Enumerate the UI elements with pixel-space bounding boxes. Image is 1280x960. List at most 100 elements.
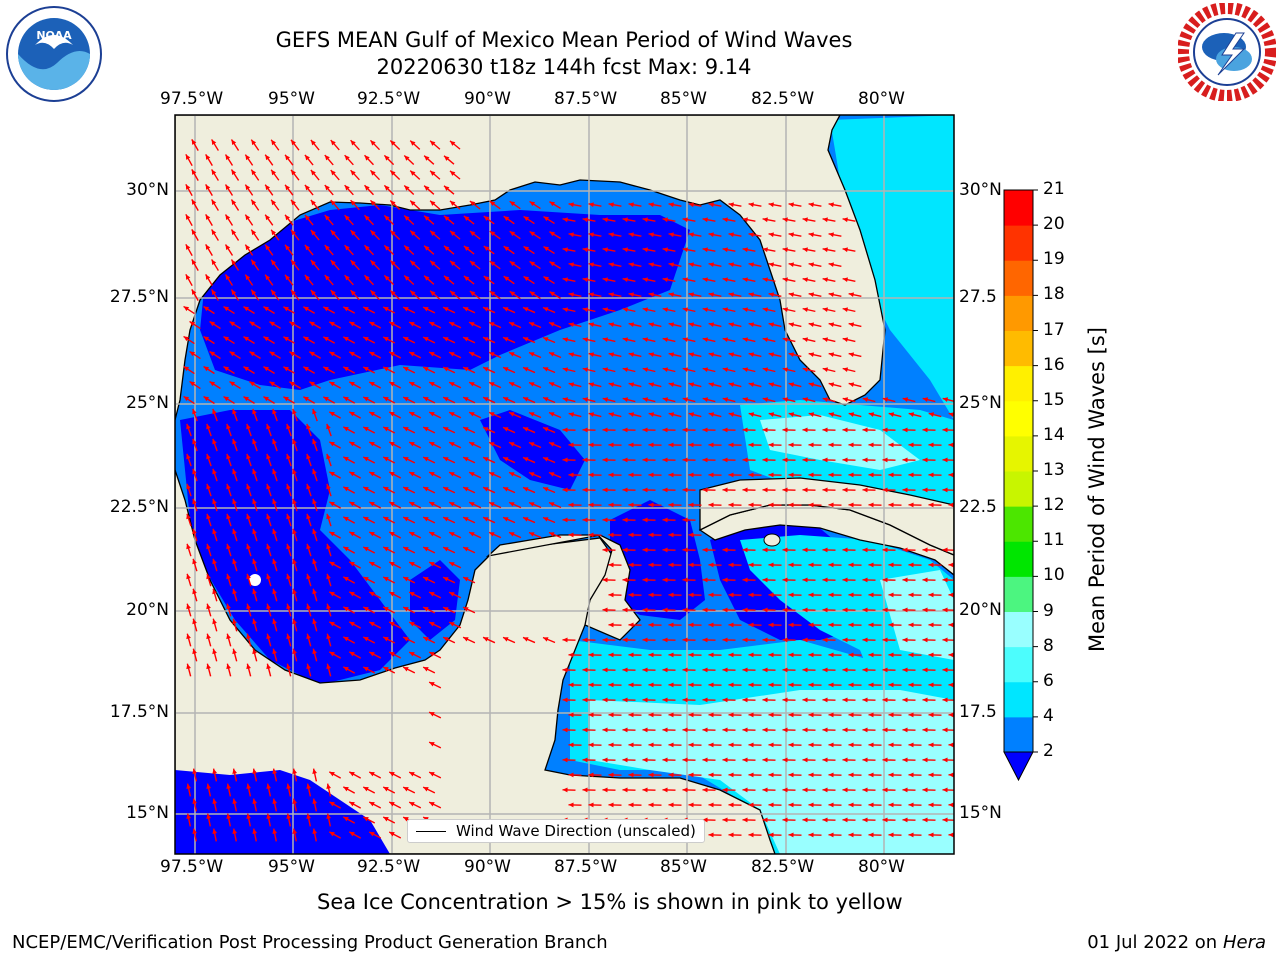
colorbar-tick-label: 20 (1043, 214, 1065, 235)
wind-wave-arrowhead (682, 487, 688, 493)
colorbar-level (1004, 506, 1033, 542)
wind-wave-arrowhead (588, 502, 594, 508)
wind-wave-arrowhead (183, 366, 190, 372)
wind-wave-arrowhead (343, 606, 349, 612)
wind-wave-arrowhead (548, 382, 555, 387)
wind-wave-arrowhead (922, 547, 928, 553)
wind-wave-arrowhead (742, 427, 748, 433)
wind-wave-arrowhead (329, 471, 335, 477)
wind-wave-arrowhead (702, 817, 708, 823)
wind-wave-arrowhead (529, 532, 535, 537)
wind-wave-arrowhead (265, 244, 271, 251)
wind-wave-arrowhead (312, 438, 317, 445)
wind-wave-arrowhead (922, 757, 928, 763)
wind-wave-arrowhead (226, 633, 231, 640)
wind-wave-arrowhead (410, 230, 416, 236)
wind-wave-arrowhead (762, 307, 769, 313)
wind-wave-arrowhead (582, 337, 589, 343)
wind-wave-arrowhead (306, 483, 311, 490)
wind-wave-arrowhead (369, 411, 375, 417)
wind-wave-arrowhead (622, 487, 628, 493)
wind-wave-arrowhead (286, 663, 291, 670)
wind-wave-arrowhead (291, 229, 296, 236)
colorbar-tick-label: 19 (1043, 249, 1065, 270)
wind-wave-arrowhead (369, 351, 375, 357)
wind-wave-arrowhead (682, 307, 689, 313)
wind-wave-arrowhead (330, 200, 336, 206)
colorbar-tick-label: 21 (1043, 179, 1065, 199)
lon-tick-bottom: 95°W (268, 857, 315, 877)
wind-wave-arrowhead (409, 502, 415, 507)
wind-wave-arrowhead (423, 577, 429, 582)
wind-wave-arrowhead (246, 603, 251, 610)
wind-wave-arrowhead (948, 472, 954, 478)
wind-wave-arrowhead (252, 558, 257, 565)
wind-wave-arrowhead (349, 441, 355, 447)
wind-wave-arrowhead (312, 408, 317, 415)
wind-wave-arrowhead (842, 697, 848, 703)
lon-tick-top: 92.5°W (357, 89, 421, 109)
wind-wave-arrowhead (748, 472, 754, 478)
wind-wave-arrowhead (206, 453, 211, 460)
wind-wave-arrowhead (642, 367, 649, 372)
wind-wave-arrowhead (868, 802, 874, 808)
wind-wave-arrowhead (183, 306, 190, 312)
wind-wave-arrowhead (449, 260, 456, 266)
wind-wave-arrowhead (191, 169, 197, 175)
wind-wave-arrowhead (948, 802, 954, 808)
wind-wave-arrowhead (948, 682, 954, 688)
wind-wave-arrowhead (708, 652, 714, 658)
wind-wave-arrowhead (349, 801, 355, 807)
wind-wave-arrowhead (562, 247, 568, 253)
wind-wave-arrowhead (728, 322, 735, 328)
wind-wave-arrowhead (503, 337, 509, 342)
wind-wave-arrowhead (329, 321, 335, 327)
wind-wave-arrowhead (608, 322, 615, 328)
wind-wave-arrowhead (602, 667, 608, 673)
wind-wave-arrowhead (868, 502, 874, 508)
wind-wave-arrowhead (882, 757, 888, 763)
wind-wave-arrowhead (404, 155, 410, 161)
wind-wave-arrowhead (842, 427, 848, 433)
wind-wave-arrowhead (483, 307, 489, 312)
wind-wave-arrowhead (226, 663, 231, 670)
wind-wave-arrowhead (186, 513, 191, 520)
wind-wave-arrowhead (668, 742, 674, 748)
wind-wave-arrowhead (722, 337, 729, 343)
wind-wave-arrowhead (728, 772, 734, 778)
wind-wave-arrowhead (948, 712, 954, 718)
wind-wave-arrowhead (808, 382, 815, 387)
colorbar-label: Mean Period of Wind Waves [s] (1085, 327, 1109, 652)
wind-wave-arrowhead (782, 607, 788, 613)
wind-wave-arrowhead (802, 787, 808, 793)
wind-wave-arrowhead (303, 366, 309, 372)
wind-wave-arrowhead (788, 382, 795, 387)
wind-wave-arrowhead (252, 528, 257, 535)
wind-wave-arrowhead (722, 577, 728, 583)
wind-wave-arrowhead (543, 276, 550, 282)
wind-wave-arrowhead (608, 652, 614, 658)
wind-wave-arrowhead (191, 229, 197, 235)
wind-wave-arrowhead (509, 261, 516, 267)
wind-wave-arrowhead (722, 307, 729, 313)
wind-wave-arrowhead (942, 727, 948, 733)
wind-wave-arrowhead (648, 442, 654, 448)
wind-wave-arrowhead (271, 139, 277, 146)
wind-wave-arrowhead (668, 232, 674, 238)
wind-wave-arrowhead (882, 697, 888, 703)
wind-wave-arrowhead (942, 787, 948, 793)
wind-wave-arrowhead (409, 532, 415, 537)
wind-wave-arrowhead (862, 397, 869, 402)
wind-wave-arrowhead (948, 502, 954, 508)
wind-wave-arrowhead (409, 592, 415, 597)
wind-wave-arrowhead (588, 202, 594, 208)
wind-wave-arrowhead (389, 802, 395, 807)
wind-wave-arrowhead (363, 426, 369, 432)
wind-wave-arrowhead (463, 457, 469, 462)
lon-tick-bottom: 80°W (858, 857, 905, 877)
wind-wave-arrowhead (245, 154, 251, 161)
wind-wave-arrowhead (542, 487, 549, 492)
lat-tick-right: 20°N (959, 600, 1002, 620)
wind-wave-arrowhead (463, 307, 469, 312)
noaa-logo-text: NOAA (36, 29, 72, 42)
